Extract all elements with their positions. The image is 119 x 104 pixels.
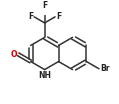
Text: O: O (11, 50, 17, 59)
Text: Br: Br (100, 64, 109, 73)
Text: F: F (42, 1, 47, 10)
Text: F: F (56, 12, 61, 21)
Text: NH: NH (38, 71, 51, 80)
Text: F: F (28, 12, 33, 21)
